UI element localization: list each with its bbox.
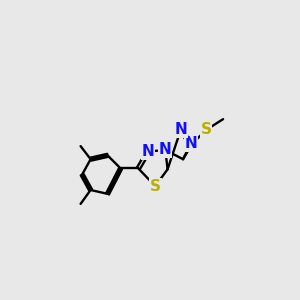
Text: N: N	[159, 142, 172, 158]
Text: S: S	[150, 178, 161, 194]
Text: S: S	[201, 122, 212, 137]
Text: N: N	[142, 144, 155, 159]
Text: N: N	[184, 136, 197, 151]
Text: N: N	[174, 122, 187, 137]
